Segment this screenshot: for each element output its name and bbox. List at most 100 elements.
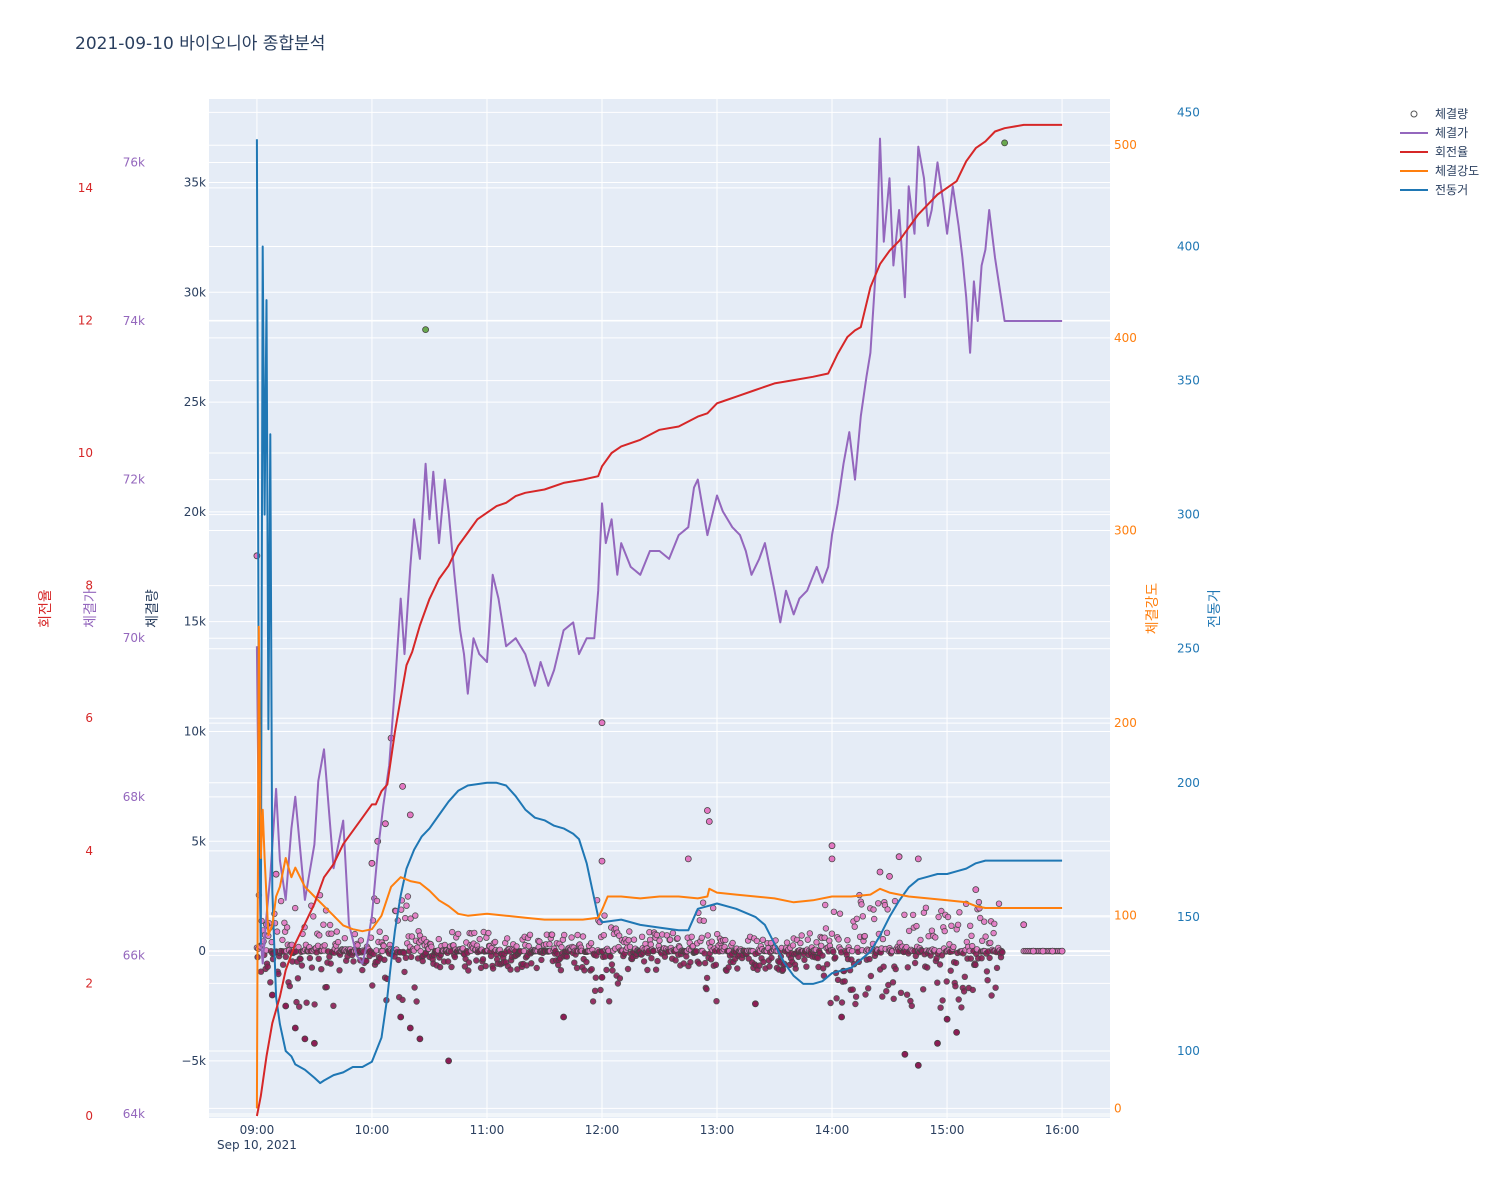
volume-point <box>399 996 406 1003</box>
volume-point <box>282 953 289 960</box>
turnover-tick-label: 0 <box>85 1109 93 1123</box>
volume-point <box>528 960 535 967</box>
ma-tick-label: 150 <box>1177 910 1200 924</box>
x-tick-label: 15:00 <box>930 1123 965 1137</box>
volume-point <box>954 921 962 928</box>
volume-point <box>485 929 492 937</box>
volume-point <box>326 953 333 960</box>
volume-point <box>901 911 908 918</box>
volume-point <box>376 928 383 935</box>
volume-point <box>525 942 532 950</box>
volume-point <box>947 967 954 974</box>
strength-tick-label: 200 <box>1114 716 1137 730</box>
volume-point <box>967 922 974 929</box>
volume-point <box>908 1002 915 1010</box>
volume-point <box>672 957 679 964</box>
volume-point <box>413 998 420 1005</box>
volume-point <box>932 934 939 941</box>
volume-point <box>852 1000 859 1008</box>
volume-point <box>609 967 616 974</box>
legend-item[interactable]: 체결가 <box>1400 126 1468 140</box>
legend-label: 체결량 <box>1435 107 1468 121</box>
legend-item[interactable]: 체결강도 <box>1400 164 1479 178</box>
plot-area <box>209 99 1110 1118</box>
ma-tick-label: 300 <box>1177 508 1200 522</box>
volume-point <box>555 961 562 969</box>
legend-item[interactable]: 전동거 <box>1400 183 1468 197</box>
volume-point <box>703 974 711 982</box>
x-tick-label: 11:00 <box>470 1123 505 1137</box>
volume-point <box>969 986 976 994</box>
volume-point <box>558 944 565 951</box>
volume-point <box>848 956 855 963</box>
volume-point <box>408 953 415 961</box>
turnover-tick-label: 4 <box>85 844 93 858</box>
x-tick-label: 16:00 <box>1045 1123 1080 1137</box>
volume-point <box>943 1015 951 1023</box>
volume-point <box>315 955 322 962</box>
turnover-tick-label: 6 <box>85 711 93 725</box>
volume-point <box>560 1013 567 1021</box>
volume-point <box>960 988 968 995</box>
volume-point <box>598 857 606 865</box>
volume-point <box>914 855 922 863</box>
volume-point <box>798 932 805 939</box>
volume-point <box>336 967 343 974</box>
volume-point <box>956 909 963 916</box>
volume-point <box>903 991 911 998</box>
volume-point <box>952 983 959 990</box>
volume-point <box>883 988 890 995</box>
volume-point <box>684 855 692 863</box>
volume-point <box>428 943 435 950</box>
volume-point <box>713 998 720 1005</box>
volume-point <box>680 960 687 967</box>
volume-point <box>436 963 444 971</box>
volume-point <box>990 929 997 937</box>
volume-point <box>792 965 799 972</box>
turnover-axis-title: 회전율 <box>38 589 54 628</box>
volume-point <box>836 910 844 917</box>
volume-point <box>272 870 280 878</box>
volume-point <box>813 939 820 946</box>
volume-point <box>853 915 860 922</box>
volume-point <box>295 943 302 951</box>
volume-point <box>279 936 286 944</box>
volume-point <box>1029 947 1037 955</box>
legend-item[interactable]: 체결량 <box>1410 107 1468 121</box>
volume-point <box>597 986 604 994</box>
volume-point <box>638 933 646 940</box>
legend-label: 체결강도 <box>1435 164 1479 178</box>
volume-point <box>752 1000 759 1008</box>
volume-point <box>1058 947 1066 955</box>
x-tick-label: 09:00 <box>240 1123 275 1137</box>
volume-point <box>334 938 342 946</box>
volume-point <box>368 859 376 867</box>
volume-point <box>982 933 989 940</box>
volume-point <box>663 932 671 939</box>
volume-point <box>573 964 581 972</box>
volume-point <box>591 987 599 994</box>
x-tick-label: 14:00 <box>815 1123 850 1137</box>
volume-point <box>704 932 711 939</box>
volume-point <box>695 960 703 967</box>
volume-point <box>408 933 416 940</box>
volume-point <box>844 937 851 944</box>
volume-tick-label: 10k <box>184 724 206 738</box>
volume-point <box>880 963 887 970</box>
volume-point <box>667 936 674 943</box>
volume-point <box>624 965 632 973</box>
volume-point <box>828 855 836 863</box>
volume-point <box>838 1013 845 1021</box>
turnover-tick-label: 14 <box>78 181 93 195</box>
volume-tick-label: 30k <box>184 285 206 299</box>
volume-point <box>538 956 545 964</box>
legend-item[interactable]: 회전율 <box>1400 145 1468 159</box>
volume-point <box>865 985 872 992</box>
volume-point <box>648 955 655 962</box>
volume-point <box>674 935 681 942</box>
volume-point <box>293 998 300 1006</box>
ma-tick-label: 400 <box>1177 239 1200 253</box>
volume-point <box>589 998 597 1005</box>
volume-point <box>944 913 952 921</box>
